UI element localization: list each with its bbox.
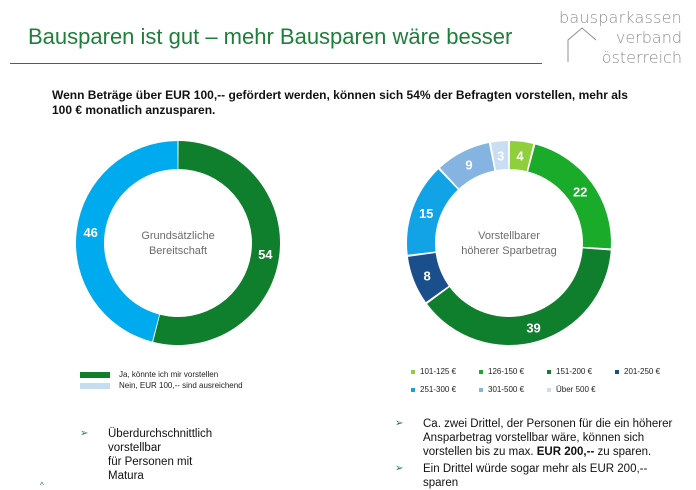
legend-item: Ja, könnte ich mir vorstellen (80, 369, 243, 380)
bullet-text: Überdurchschnittlich vorstellbar (108, 428, 213, 454)
legend-swatch (80, 382, 110, 389)
legend-item: 151-200 € (547, 367, 592, 376)
legend-label: 201-250 € (624, 367, 661, 376)
legend-label: 251-300 € (420, 385, 457, 394)
legend-item: 251-300 € (411, 385, 456, 394)
legend-item: 201-250 € (615, 367, 660, 376)
legend-swatch (479, 387, 483, 392)
bullet-text: sparen (423, 477, 459, 489)
arrow-bullet-icon: ➢ (80, 428, 89, 439)
legend-swatch (479, 369, 483, 374)
legend-label: 126-150 € (488, 367, 525, 376)
data-label: 4 (516, 149, 524, 164)
legend-swatch (615, 369, 619, 374)
legend-swatch (547, 387, 551, 392)
donut-slice (509, 141, 534, 172)
bullet-text: für Personen mit Matura (108, 456, 193, 482)
legend-swatch (80, 371, 110, 378)
data-label: 22 (573, 184, 587, 199)
bullet-text: Ein Drittel würde sogar mehr als EUR 200… (423, 463, 648, 475)
data-label: 3 (497, 148, 504, 163)
legend-swatch (547, 369, 551, 374)
data-label: 8 (424, 268, 431, 283)
donut-slice (490, 141, 509, 171)
legend-item: Nein, EUR 100,-- sind ausreichend (80, 380, 243, 391)
bullet-text: vorstellen bis zu max. EUR 200,-- zu spa… (423, 446, 652, 458)
legend-label: Ja, könnte ich mir vorstellen (119, 370, 219, 379)
center-label: Vorstellbarer (478, 230, 540, 242)
logo-line-3: österreich (601, 48, 682, 67)
legend-label: 151-200 € (556, 367, 593, 376)
legend-item: 101-125 € (411, 367, 456, 376)
house-logo-icon (567, 27, 597, 62)
bausparkassen-logo: bausparkassen verband österreich (548, 6, 688, 68)
legend-label: 301-500 € (488, 385, 525, 394)
legend-bereitschaft: Ja, könnte ich mir vorstellen Nein, EUR … (80, 369, 243, 391)
donut-slice (153, 141, 280, 345)
logo-line-2: verband (615, 28, 682, 47)
bullet-text: Ca. zwei Drittel, der Personen für die e… (423, 418, 673, 430)
legend-label: 101-125 € (420, 367, 457, 376)
legend-item: Über 500 € (547, 385, 596, 394)
arrow-bullet-icon: ➢ (395, 418, 404, 429)
donut-slice (427, 248, 611, 345)
center-label: höherer Sparbetrag (461, 245, 556, 257)
donut-slice (407, 253, 449, 303)
data-label: 15 (419, 206, 433, 221)
corner-mark: ^ (40, 481, 44, 490)
data-label: 54 (258, 247, 273, 262)
page-title: Bausparen ist gut – mehr Bausparen wäre … (28, 24, 513, 49)
donut-slice (528, 144, 611, 249)
donut-slice (439, 143, 495, 189)
legend-swatch (411, 387, 415, 392)
legend-item: 126-150 € (479, 367, 524, 376)
bullet-text: Ansparbetrag vorstellbar wäre, können si… (423, 432, 645, 444)
arrow-bullet-icon: ➢ (395, 463, 404, 474)
legend-label: Nein, EUR 100,-- sind ausreichend (119, 381, 243, 390)
center-label: Grundsätzliche (141, 230, 214, 242)
donut-slice (407, 169, 458, 255)
subtitle: Wenn Beträge über EUR 100,-- gefördert w… (52, 88, 628, 117)
legend-label: Über 500 € (556, 385, 596, 394)
center-label: Bereitschaft (149, 245, 207, 257)
data-label: 46 (83, 225, 97, 240)
donut-slice (75, 141, 178, 342)
data-label: 9 (465, 158, 472, 173)
legend-item: 301-500 € (479, 385, 524, 394)
legend-swatch (411, 369, 415, 374)
data-label: 39 (526, 321, 540, 336)
logo-line-1: bausparkassen (558, 8, 682, 27)
title-divider (10, 63, 542, 64)
